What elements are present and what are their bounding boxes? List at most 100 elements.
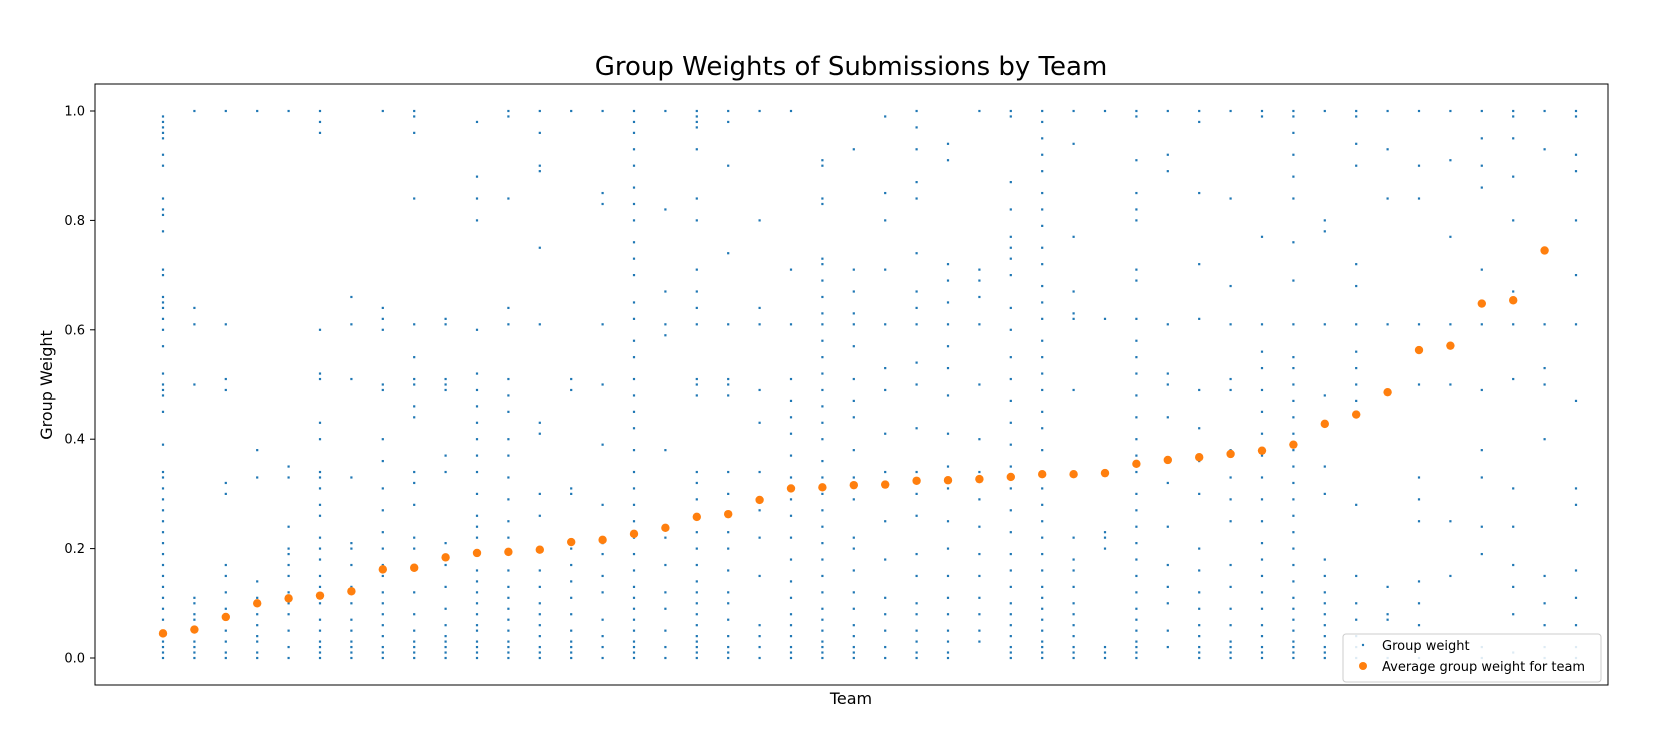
group-weight-point [475, 613, 479, 616]
group-weight-point [318, 629, 322, 632]
group-weight-point [1480, 109, 1483, 113]
group-weight-point [1135, 645, 1138, 649]
group-weight-point [318, 640, 322, 643]
group-weight-point [1574, 487, 1578, 490]
group-weight-point [318, 503, 322, 506]
group-weight-point [884, 115, 887, 118]
group-weight-point [161, 213, 165, 217]
group-weight-point [695, 197, 698, 200]
group-weight-point [946, 596, 950, 599]
group-weight-point [381, 438, 384, 441]
group-weight-point [1041, 356, 1044, 359]
group-weight-point [381, 645, 384, 649]
group-weight-point [1449, 109, 1452, 113]
group-weight-point [381, 509, 384, 512]
group-weight-point [1135, 525, 1138, 528]
group-weight-point [695, 120, 698, 124]
group-weight-point [318, 514, 322, 517]
group-weight-point [1543, 148, 1546, 151]
group-weight-point [1009, 115, 1012, 118]
group-weight-point [1512, 290, 1515, 293]
group-weight-point [475, 651, 479, 654]
y-tick-label: 0.0 [64, 652, 85, 667]
group-weight-point [1355, 618, 1358, 621]
group-weight-point [475, 328, 479, 331]
group-weight-point [1041, 596, 1044, 599]
group-weight-point [1009, 531, 1012, 534]
group-weight-point [507, 394, 510, 397]
group-weight-point [1072, 569, 1075, 572]
group-weight-point [1292, 498, 1295, 501]
group-weight-point [1417, 580, 1421, 583]
group-weight-point [1229, 197, 1232, 200]
group-weight-point [1260, 607, 1264, 610]
group-weight-point [1417, 520, 1421, 523]
group-weight-point [1417, 323, 1421, 326]
group-weight-point [1292, 640, 1295, 643]
group-weight-point [1292, 241, 1295, 244]
group-weight-point [821, 372, 824, 375]
group-weight-point [1041, 246, 1044, 249]
group-weight-point [632, 449, 636, 452]
group-weight-point [821, 164, 824, 167]
group-weight-point [318, 585, 322, 588]
group-weight-point [1103, 536, 1107, 539]
group-weight-point [664, 607, 667, 610]
group-weight-point [507, 520, 510, 523]
group-weight-point [1009, 274, 1012, 277]
group-weight-point [256, 640, 259, 643]
group-weight-point [161, 153, 165, 156]
group-weight-point [664, 629, 667, 632]
group-weight-point [318, 651, 322, 654]
group-weight-point [1260, 635, 1264, 638]
group-weight-point [695, 531, 698, 534]
group-weight-point [1292, 115, 1295, 118]
group-weight-point [915, 361, 918, 364]
group-weight-point [570, 377, 573, 381]
group-weight-point [1072, 235, 1075, 238]
group-weight-point [1512, 563, 1515, 567]
group-weight-point [381, 388, 384, 392]
group-weight-point [1009, 208, 1012, 211]
group-weight-point [381, 459, 384, 463]
legend: Group weight Average group weight for te… [1342, 633, 1602, 683]
group-weight-point [538, 569, 541, 572]
group-weight-point [350, 645, 353, 649]
group-weight-point [1135, 159, 1138, 162]
group-weight-point [161, 345, 165, 348]
group-weight-point [193, 596, 196, 599]
average-point [1006, 472, 1015, 482]
group-weight-point [1103, 651, 1107, 654]
group-weight-point [287, 613, 290, 616]
average-point [1414, 345, 1424, 355]
group-weight-point [946, 651, 950, 654]
group-weight-point [507, 410, 510, 413]
group-weight-point [1041, 153, 1044, 156]
group-weight-point [538, 624, 541, 627]
group-weight-point [161, 645, 165, 649]
group-weight-point [1292, 449, 1295, 452]
group-weight-point [664, 208, 667, 211]
group-weight-point [1166, 645, 1169, 649]
group-weight-point [1041, 618, 1044, 621]
group-weight-point [413, 416, 416, 419]
group-weight-point [727, 164, 730, 167]
group-weight-point [1292, 514, 1295, 517]
group-weight-point [601, 574, 604, 578]
group-weight-point [727, 377, 730, 381]
group-weight-point [1323, 465, 1326, 468]
group-weight-point [1041, 536, 1044, 539]
group-weight-point [1543, 109, 1546, 113]
group-weight-point [821, 202, 824, 206]
group-weight-point [1198, 569, 1201, 572]
group-weight-point [1480, 525, 1483, 528]
group-weight-point [695, 563, 698, 567]
group-weight-point [1041, 120, 1044, 124]
group-weight-point [664, 536, 667, 539]
group-weight-point [915, 148, 918, 151]
group-weight-point [695, 115, 698, 118]
group-weight-point [256, 596, 259, 599]
group-weight-point [727, 383, 730, 386]
group-weight-point [632, 301, 636, 304]
group-weight-point [695, 498, 698, 501]
